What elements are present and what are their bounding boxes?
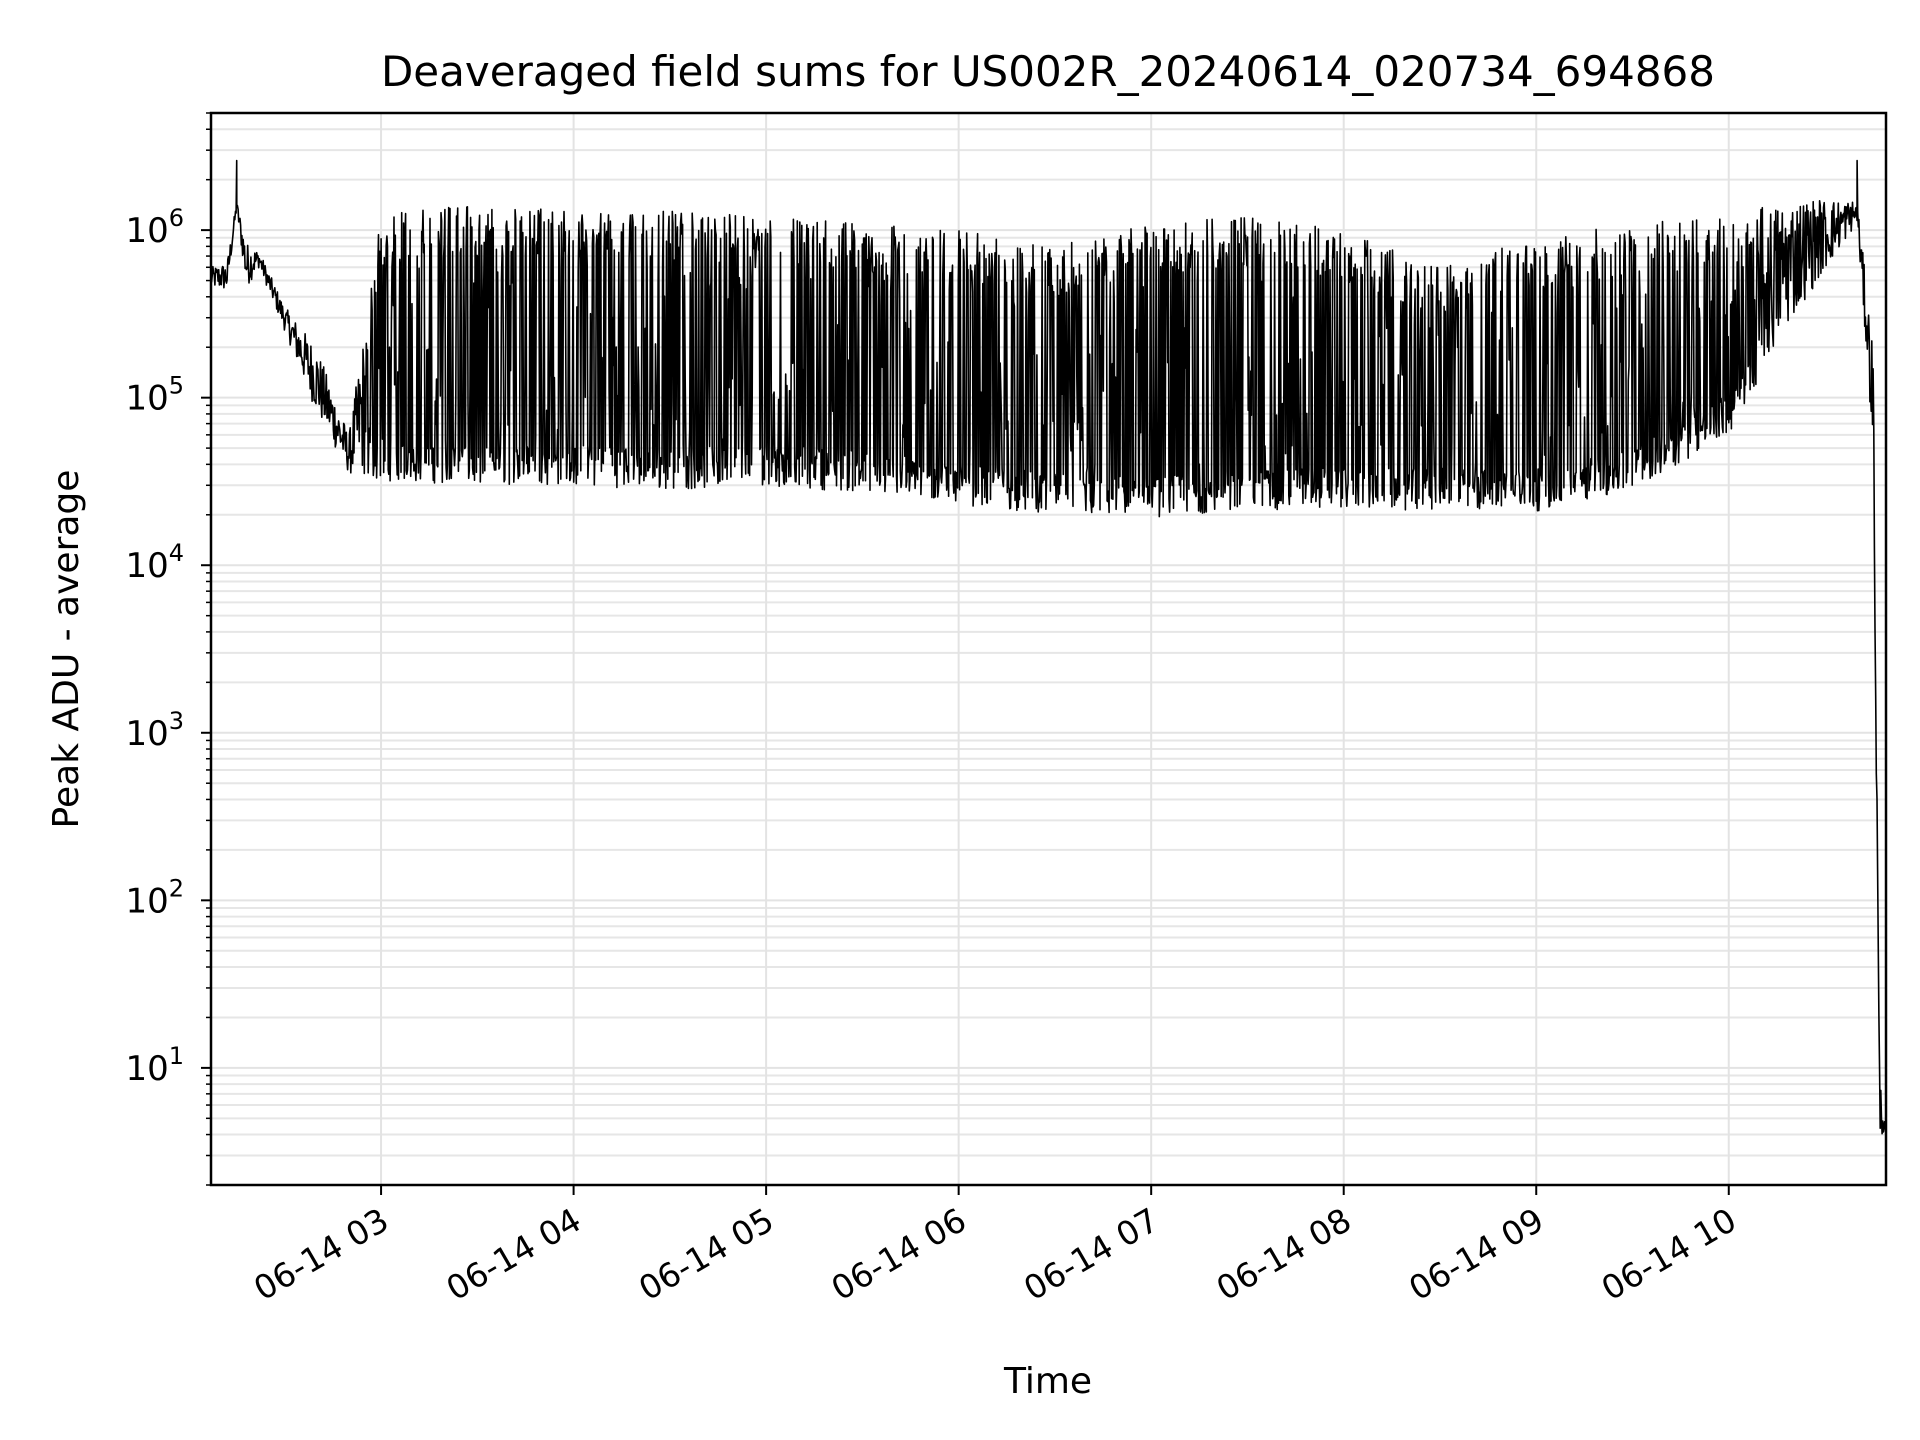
chart-title: Deaveraged field sums for US002R_2024061… <box>381 47 1715 96</box>
series-layer <box>210 159 1887 1135</box>
y-tick-label: 104 <box>125 539 184 586</box>
y-tick-label: 103 <box>125 707 184 754</box>
series-line <box>210 159 1887 1135</box>
y-tick-label: 105 <box>125 372 184 419</box>
plot-area <box>209 111 1888 1187</box>
y-axis-label: Peak ADU - average <box>46 470 87 829</box>
x-tick-label: 06-14 10 <box>1595 1200 1743 1308</box>
x-tick-label: 06-14 09 <box>1402 1200 1550 1308</box>
y-tick-label: 101 <box>125 1042 184 1089</box>
x-tick-label: 06-14 08 <box>1210 1200 1358 1308</box>
x-tick-label: 06-14 05 <box>632 1200 780 1308</box>
y-tick-label: 106 <box>125 204 184 251</box>
y-tick-label: 102 <box>125 874 184 921</box>
x-tick-label: 06-14 04 <box>440 1200 588 1308</box>
x-tick-label: 06-14 07 <box>1017 1200 1165 1308</box>
x-axis-label: Time <box>1003 1361 1092 1402</box>
x-tick-label: 06-14 06 <box>825 1200 973 1308</box>
x-tick-label: 06-14 03 <box>247 1200 395 1308</box>
